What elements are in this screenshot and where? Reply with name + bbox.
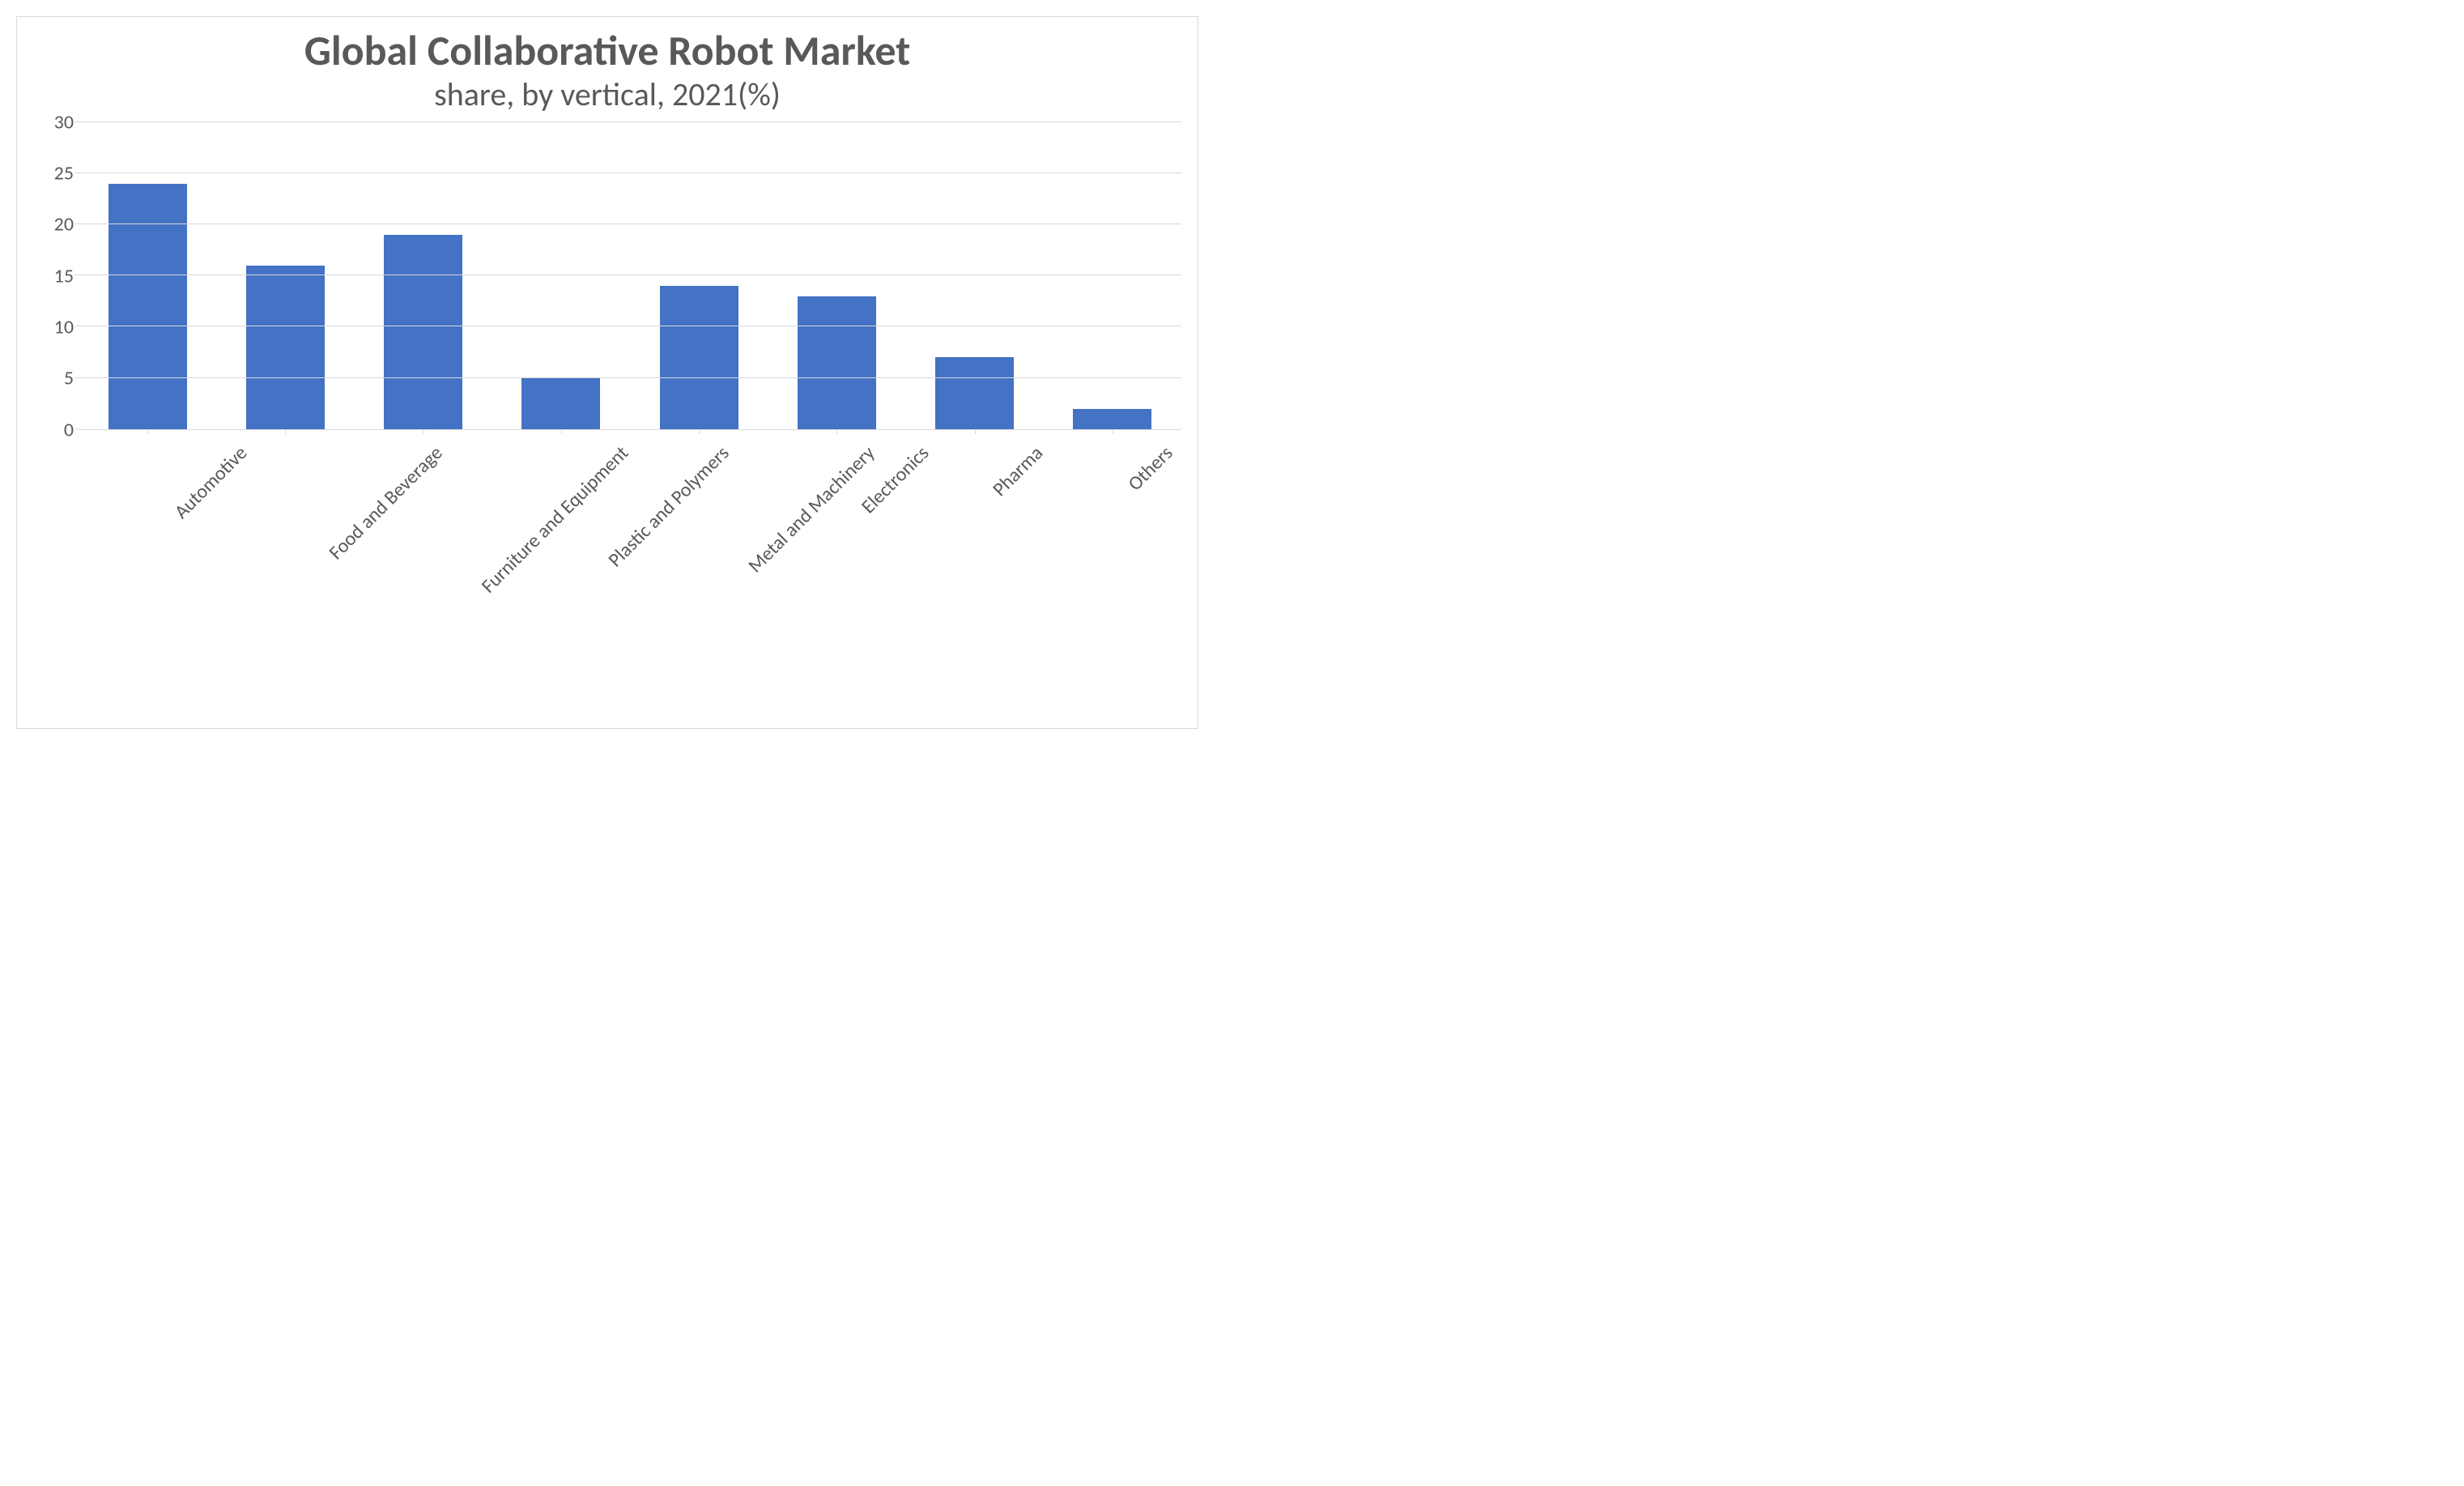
bar-slot [1044, 122, 1181, 429]
x-label-slot: Electronics [768, 430, 905, 673]
bar [521, 378, 600, 429]
bar [935, 357, 1014, 428]
x-tick-mark [699, 430, 700, 434]
bar-slot [355, 122, 492, 429]
chart-title-block: Global Collaborative Robot Market share,… [33, 27, 1181, 114]
y-tick-label: 5 [64, 367, 74, 390]
y-tick-label: 10 [54, 316, 74, 339]
bar-slot [768, 122, 905, 429]
x-label-slot: Pharma [906, 430, 1044, 673]
bar [109, 184, 187, 429]
y-tick-label: 0 [64, 418, 74, 441]
y-tick-mark [74, 121, 79, 122]
plot-area [79, 122, 1181, 430]
chart-container: Global Collaborative Robot Market share,… [16, 16, 1198, 729]
gridline [79, 377, 1181, 378]
bar-slot [906, 122, 1044, 429]
chart-subtitle: share, by vertical, 2021(%) [33, 75, 1181, 114]
y-tick-mark [74, 428, 79, 429]
x-label-slot: Others [1044, 430, 1181, 673]
x-tick-mark [836, 430, 837, 434]
x-tick-mark [561, 430, 562, 434]
bar-slot [630, 122, 768, 429]
y-tick-mark [74, 172, 79, 173]
chart-title: Global Collaborative Robot Market [33, 27, 1181, 75]
x-label-slot: Food and Beverage [216, 430, 354, 673]
x-label-slot: Furniture and Equipment [355, 430, 492, 673]
y-tick-label: 25 [54, 162, 74, 185]
bar [246, 266, 325, 429]
bar [798, 296, 876, 429]
y-tick-label: 30 [54, 110, 74, 134]
bar-slot [492, 122, 630, 429]
y-tick-label: 20 [54, 213, 74, 236]
x-tick-mark [423, 430, 424, 434]
x-tick-mark [975, 430, 976, 434]
x-label-slot: Automotive [79, 430, 216, 673]
y-tick-label: 15 [54, 264, 74, 287]
bar [660, 286, 738, 429]
bar [1073, 409, 1151, 429]
x-tick-mark [285, 430, 286, 434]
bars-group [79, 122, 1181, 429]
x-tick-label: Others [1123, 441, 1177, 496]
y-axis: 051015202530 [33, 122, 79, 430]
x-tick-mark [147, 430, 148, 434]
gridline [79, 121, 1181, 122]
x-axis-labels: AutomotiveFood and BeverageFurniture and… [79, 430, 1181, 673]
bar-slot [216, 122, 354, 429]
gridline [79, 172, 1181, 173]
bar [384, 235, 462, 429]
plot-wrapper: 051015202530 [33, 122, 1181, 430]
x-label-slot: Plastic and Polymers [492, 430, 630, 673]
x-label-slot: Metal and Machinery [630, 430, 768, 673]
y-tick-mark [74, 377, 79, 378]
bar-slot [79, 122, 216, 429]
x-tick-label: Pharma [988, 441, 1048, 501]
